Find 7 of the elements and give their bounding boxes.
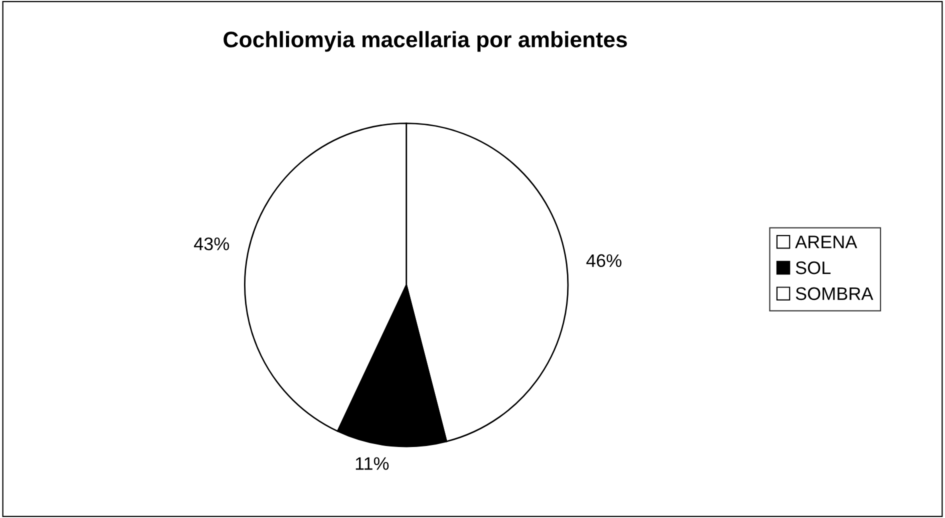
legend-label: SOMBRA	[796, 287, 874, 300]
data-label: 46%	[586, 254, 622, 268]
data-label: 43%	[194, 237, 230, 250]
legend-label: SOL	[796, 261, 831, 274]
legend-label: ARENA	[795, 236, 858, 248]
chart-title: Cochliomyia macellaria por ambientes	[224, 31, 627, 52]
data-label: 11%	[356, 457, 389, 470]
